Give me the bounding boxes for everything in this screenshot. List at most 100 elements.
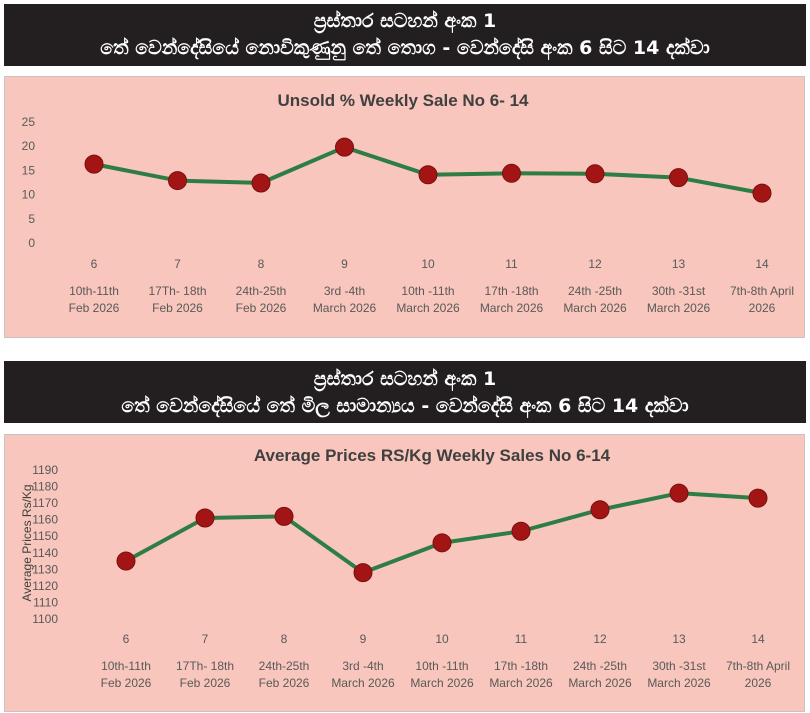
c1-y-tick: 5 [28, 212, 35, 226]
c1-data-point [251, 173, 271, 193]
c1-date-label: 24th-25th [236, 284, 287, 298]
c2-y-tick: 1140 [32, 546, 58, 560]
c1-x-tick: 10 [421, 257, 435, 271]
unsold-chart: Unsold % Weekly Sale No 6- 14 0 5 10 15 20 25… [22, 91, 794, 315]
chart2-panel: Average Prices RS/Kg Weekly Sales No 6-1… [4, 434, 805, 712]
c2-x-tick: 14 [751, 632, 765, 646]
chart2-y-axis-label: Average Prices Rs/Kg [20, 484, 34, 601]
c2-y-tick: 1130 [32, 562, 58, 576]
c2-date-label: 24th-25th [259, 659, 310, 673]
c2-date-label: March 2026 [410, 676, 474, 690]
chart1-panel: Unsold % Weekly Sale No 6- 14 0 5 10 15 20 25… [4, 76, 805, 338]
c2-date-label: Feb 2026 [101, 676, 152, 690]
c1-date-label: 7th-8th April [730, 284, 794, 298]
c2-y-tick: 1120 [32, 579, 58, 593]
c2-data-point [353, 563, 373, 583]
c1-date-label: 17th -18th [484, 284, 538, 298]
c2-x-tick: 10 [435, 632, 449, 646]
c2-x-tick: 7 [202, 632, 209, 646]
c2-data-point [116, 551, 136, 571]
c2-y-tick: 1190 [32, 463, 58, 477]
c1-data-point [669, 168, 688, 188]
c2-date-label: March 2026 [568, 676, 632, 690]
c1-date-label: March 2026 [396, 301, 460, 315]
c2-date-label: Feb 2026 [259, 676, 310, 690]
c1-date-label: March 2026 [313, 301, 377, 315]
c2-date-label: March 2026 [489, 676, 553, 690]
chart2-banner: ප්‍රස්තාර සටහන් අංක 1 තේ වෙන්දේසියේ තේ ම… [4, 361, 806, 423]
c1-data-point [168, 171, 187, 191]
c1-date-label: 17Th- 18th [148, 284, 206, 298]
c2-date-label: 10th-11th [101, 659, 151, 673]
chart2-title: Average Prices RS/Kg Weekly Sales No 6-1… [254, 446, 611, 465]
c2-y-tick: 1150 [32, 529, 58, 543]
c2-date-label: 10th -11th [415, 659, 468, 673]
c1-date-label: Feb 2026 [236, 301, 287, 315]
c2-date-label: Feb 2026 [180, 676, 231, 690]
chart1-banner: ප්‍රස්තාර සටහන් අංක 1 තේ වෙන්දේසියේ නොවි… [4, 4, 806, 66]
c1-date-label: 24th -25th [568, 284, 622, 298]
c2-date-label: 17th -18th [494, 659, 548, 673]
c1-y-tick: 15 [22, 163, 36, 177]
c2-data-point [432, 533, 452, 553]
c1-y-tick: 25 [22, 115, 36, 129]
c1-date-label: 2026 [749, 301, 776, 315]
c2-date-label: 2026 [745, 676, 772, 690]
c2-data-point [590, 500, 610, 520]
chart1-banner-line1: ප්‍රස්තාර සටහන් අංක 1 [313, 10, 497, 32]
c2-y-tick: 1100 [32, 612, 58, 626]
price-series-line [125, 491, 759, 575]
c2-y-tick: 1110 [33, 595, 58, 609]
c1-x-tick: 7 [174, 257, 181, 271]
c2-y-tick: 1160 [32, 513, 58, 527]
c2-date-label: 30th -31st [652, 659, 706, 673]
c1-data-point [335, 137, 354, 157]
c1-data-point [502, 163, 521, 183]
c1-x-tick: 12 [588, 257, 602, 271]
c2-x-tick: 6 [123, 632, 130, 646]
c2-y-tick: 1180 [32, 480, 58, 494]
c1-date-label: Feb 2026 [152, 301, 203, 315]
c1-x-tick: 8 [258, 257, 265, 271]
c2-x-tick: 11 [515, 632, 528, 646]
c1-date-label: 10th -11th [401, 284, 454, 298]
c1-y-tick: 0 [28, 236, 35, 250]
c2-x-tick: 13 [672, 632, 686, 646]
c2-data-point [748, 488, 768, 508]
c1-x-tick: 6 [91, 257, 98, 271]
c2-date-label: 3rd -4th [342, 659, 383, 673]
c1-date-label: 3rd -4th [324, 284, 365, 298]
chart2-banner-line2: තේ වෙන්දේසියේ තේ මිල සාමාන්‍යය - වෙන්දේස… [121, 395, 689, 417]
c2-data-point [511, 521, 531, 541]
c1-x-tick: 13 [672, 257, 686, 271]
chart2-banner-line1: ප්‍රස්තාර සටහන් අංක 1 [313, 368, 497, 390]
c1-date-label: March 2026 [647, 301, 711, 315]
chart1-title: Unsold % Weekly Sale No 6- 14 [278, 91, 530, 110]
c1-date-label: 10th-11th [69, 284, 119, 298]
c1-data-point [752, 183, 772, 203]
c2-date-label: 17Th- 18th [176, 659, 234, 673]
c2-date-label: March 2026 [331, 676, 395, 690]
c2-data-point [195, 508, 215, 528]
c2-y-tick: 1170 [32, 496, 58, 510]
c2-date-label: March 2026 [647, 676, 711, 690]
price-chart: Average Prices RS/Kg Weekly Sales No 6-1… [20, 446, 790, 690]
chart1-banner-line2: තේ වෙන්දේසියේ නොවිකුණුනු තේ තොග - වෙන්දේ… [100, 37, 710, 59]
c1-date-label: 30th -31st [652, 284, 706, 298]
c2-x-tick: 9 [360, 632, 367, 646]
c2-x-tick: 12 [593, 632, 607, 646]
c1-data-point [585, 164, 605, 184]
c1-y-tick: 10 [22, 188, 36, 202]
c1-data-point [418, 165, 438, 185]
c1-x-tick: 9 [341, 257, 348, 271]
c1-date-label: March 2026 [563, 301, 627, 315]
c1-date-label: Feb 2026 [69, 301, 120, 315]
c1-x-tick: 11 [505, 257, 518, 271]
c2-data-point [274, 506, 294, 526]
c2-date-label: 7th-8th April [726, 659, 790, 673]
c2-x-tick: 8 [281, 632, 288, 646]
c1-date-label: March 2026 [480, 301, 544, 315]
c1-x-tick: 14 [755, 257, 769, 271]
c1-y-tick: 20 [22, 139, 36, 153]
c2-data-point [669, 483, 689, 503]
